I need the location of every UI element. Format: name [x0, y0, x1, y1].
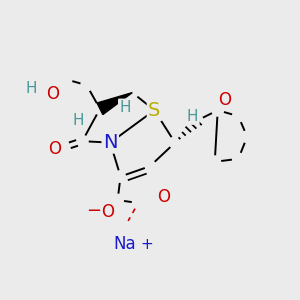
- Text: H: H: [119, 100, 131, 115]
- Text: H: H: [72, 113, 84, 128]
- Text: H: H: [25, 81, 37, 96]
- Text: −: −: [86, 202, 102, 220]
- Text: O: O: [101, 203, 114, 221]
- Text: Na: Na: [114, 235, 136, 253]
- Text: +: +: [141, 237, 153, 252]
- Text: O: O: [219, 91, 232, 109]
- Text: S: S: [148, 101, 160, 120]
- Text: N: N: [103, 133, 118, 152]
- Text: H: H: [187, 109, 198, 124]
- Text: O: O: [46, 85, 59, 103]
- Text: O: O: [157, 188, 170, 206]
- Text: O: O: [48, 140, 61, 158]
- Polygon shape: [97, 93, 132, 115]
